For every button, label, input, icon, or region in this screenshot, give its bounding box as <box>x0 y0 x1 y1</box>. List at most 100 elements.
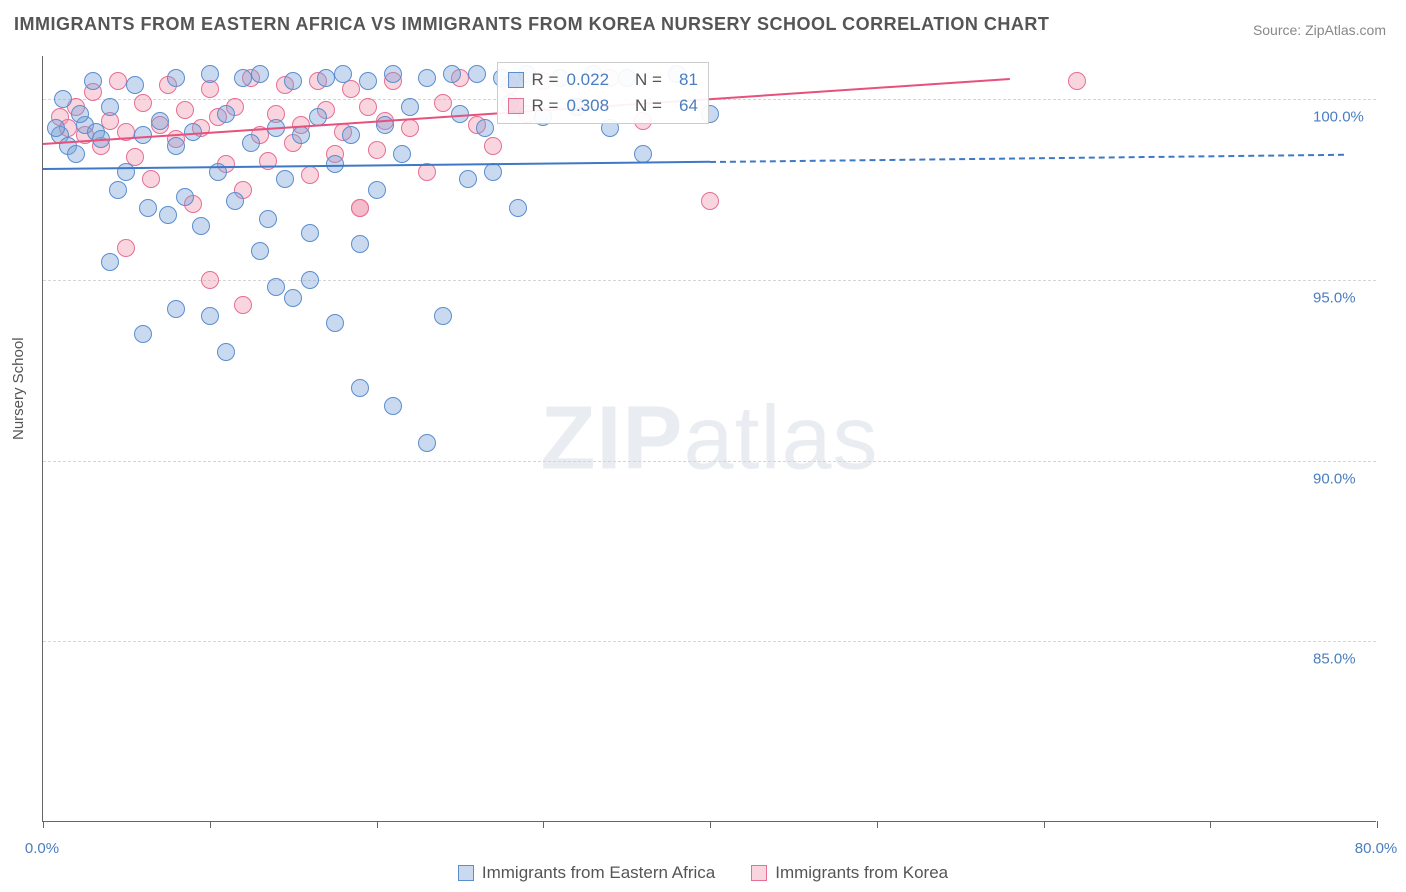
scatter-point <box>192 217 210 235</box>
stats-r-value: 0.308 <box>566 96 609 116</box>
scatter-point <box>401 98 419 116</box>
stats-n-label: N = <box>635 96 662 116</box>
y-axis-label: Nursery School <box>10 337 27 440</box>
scatter-point <box>226 192 244 210</box>
scatter-point <box>301 166 319 184</box>
scatter-point <box>159 206 177 224</box>
stats-row: R = 0.308 N = 64 <box>508 93 698 119</box>
x-tick <box>1044 821 1045 828</box>
scatter-point <box>109 181 127 199</box>
scatter-point <box>134 325 152 343</box>
x-tick <box>543 821 544 828</box>
plot-area: ZIPatlas 85.0%90.0%95.0%100.0%R =0.022N … <box>42 56 1376 822</box>
scatter-point <box>284 289 302 307</box>
legend-swatch <box>508 72 524 88</box>
scatter-point <box>109 72 127 90</box>
scatter-point <box>217 105 235 123</box>
scatter-point <box>634 145 652 163</box>
scatter-point <box>47 119 65 137</box>
scatter-point <box>484 163 502 181</box>
scatter-point <box>401 119 419 137</box>
scatter-point <box>326 314 344 332</box>
scatter-point <box>201 307 219 325</box>
x-tick <box>710 821 711 828</box>
scatter-point <box>1068 72 1086 90</box>
gridline <box>43 641 1376 642</box>
scatter-point <box>139 199 157 217</box>
scatter-point <box>292 126 310 144</box>
scatter-point <box>117 163 135 181</box>
stats-box: R =0.022N =81R =0.308N =64 <box>497 62 709 124</box>
scatter-point <box>176 101 194 119</box>
scatter-point <box>468 65 486 83</box>
scatter-point <box>443 65 461 83</box>
x-tick-label: 80.0% <box>1355 840 1398 857</box>
stats-r-label: R = <box>532 70 559 90</box>
scatter-point <box>434 94 452 112</box>
source-label: Source: ZipAtlas.com <box>1253 22 1386 38</box>
scatter-point <box>418 434 436 452</box>
scatter-point <box>217 343 235 361</box>
scatter-point <box>84 72 102 90</box>
scatter-point <box>368 181 386 199</box>
x-tick <box>1210 821 1211 828</box>
x-tick <box>877 821 878 828</box>
scatter-point <box>509 199 527 217</box>
scatter-point <box>434 307 452 325</box>
legend-item: Immigrants from Eastern Africa <box>458 863 715 883</box>
scatter-point <box>234 296 252 314</box>
bottom-legend: Immigrants from Eastern Africa Immigrants… <box>0 863 1406 886</box>
legend-swatch <box>751 865 767 881</box>
scatter-point <box>134 94 152 112</box>
scatter-point <box>117 239 135 257</box>
scatter-point <box>376 116 394 134</box>
scatter-point <box>351 379 369 397</box>
scatter-point <box>301 271 319 289</box>
x-tick <box>377 821 378 828</box>
watermark: ZIPatlas <box>540 387 878 490</box>
scatter-point <box>251 65 269 83</box>
scatter-point <box>476 119 494 137</box>
scatter-point <box>259 210 277 228</box>
scatter-point <box>301 224 319 242</box>
scatter-point <box>484 137 502 155</box>
legend-item: Immigrants from Korea <box>751 863 948 883</box>
scatter-point <box>276 170 294 188</box>
scatter-point <box>167 137 185 155</box>
scatter-point <box>459 170 477 188</box>
scatter-point <box>368 141 386 159</box>
scatter-point <box>384 65 402 83</box>
scatter-point <box>167 69 185 87</box>
legend-label: Immigrants from Eastern Africa <box>482 863 715 883</box>
scatter-point <box>101 253 119 271</box>
trend-line <box>43 161 710 170</box>
stats-r-value: 0.022 <box>566 70 609 90</box>
scatter-point <box>393 145 411 163</box>
stats-r-label: R = <box>532 96 559 116</box>
x-tick <box>43 821 44 828</box>
legend-swatch <box>458 865 474 881</box>
scatter-point <box>176 188 194 206</box>
scatter-point <box>71 105 89 123</box>
scatter-point <box>351 235 369 253</box>
x-tick-label: 0.0% <box>25 840 59 857</box>
scatter-point <box>201 65 219 83</box>
x-tick <box>210 821 211 828</box>
scatter-point <box>701 192 719 210</box>
scatter-point <box>234 69 252 87</box>
scatter-point <box>201 271 219 289</box>
scatter-point <box>251 242 269 260</box>
gridline <box>43 280 1376 281</box>
scatter-point <box>101 98 119 116</box>
legend-swatch <box>508 98 524 114</box>
scatter-point <box>267 278 285 296</box>
scatter-point <box>242 134 260 152</box>
scatter-point <box>126 76 144 94</box>
scatter-point <box>67 145 85 163</box>
chart-container: IMMIGRANTS FROM EASTERN AFRICA VS IMMIGR… <box>0 0 1406 892</box>
scatter-point <box>317 69 335 87</box>
legend-label: Immigrants from Korea <box>775 863 948 883</box>
x-tick <box>1377 821 1378 828</box>
stats-n-value: 64 <box>670 96 698 116</box>
scatter-point <box>384 397 402 415</box>
